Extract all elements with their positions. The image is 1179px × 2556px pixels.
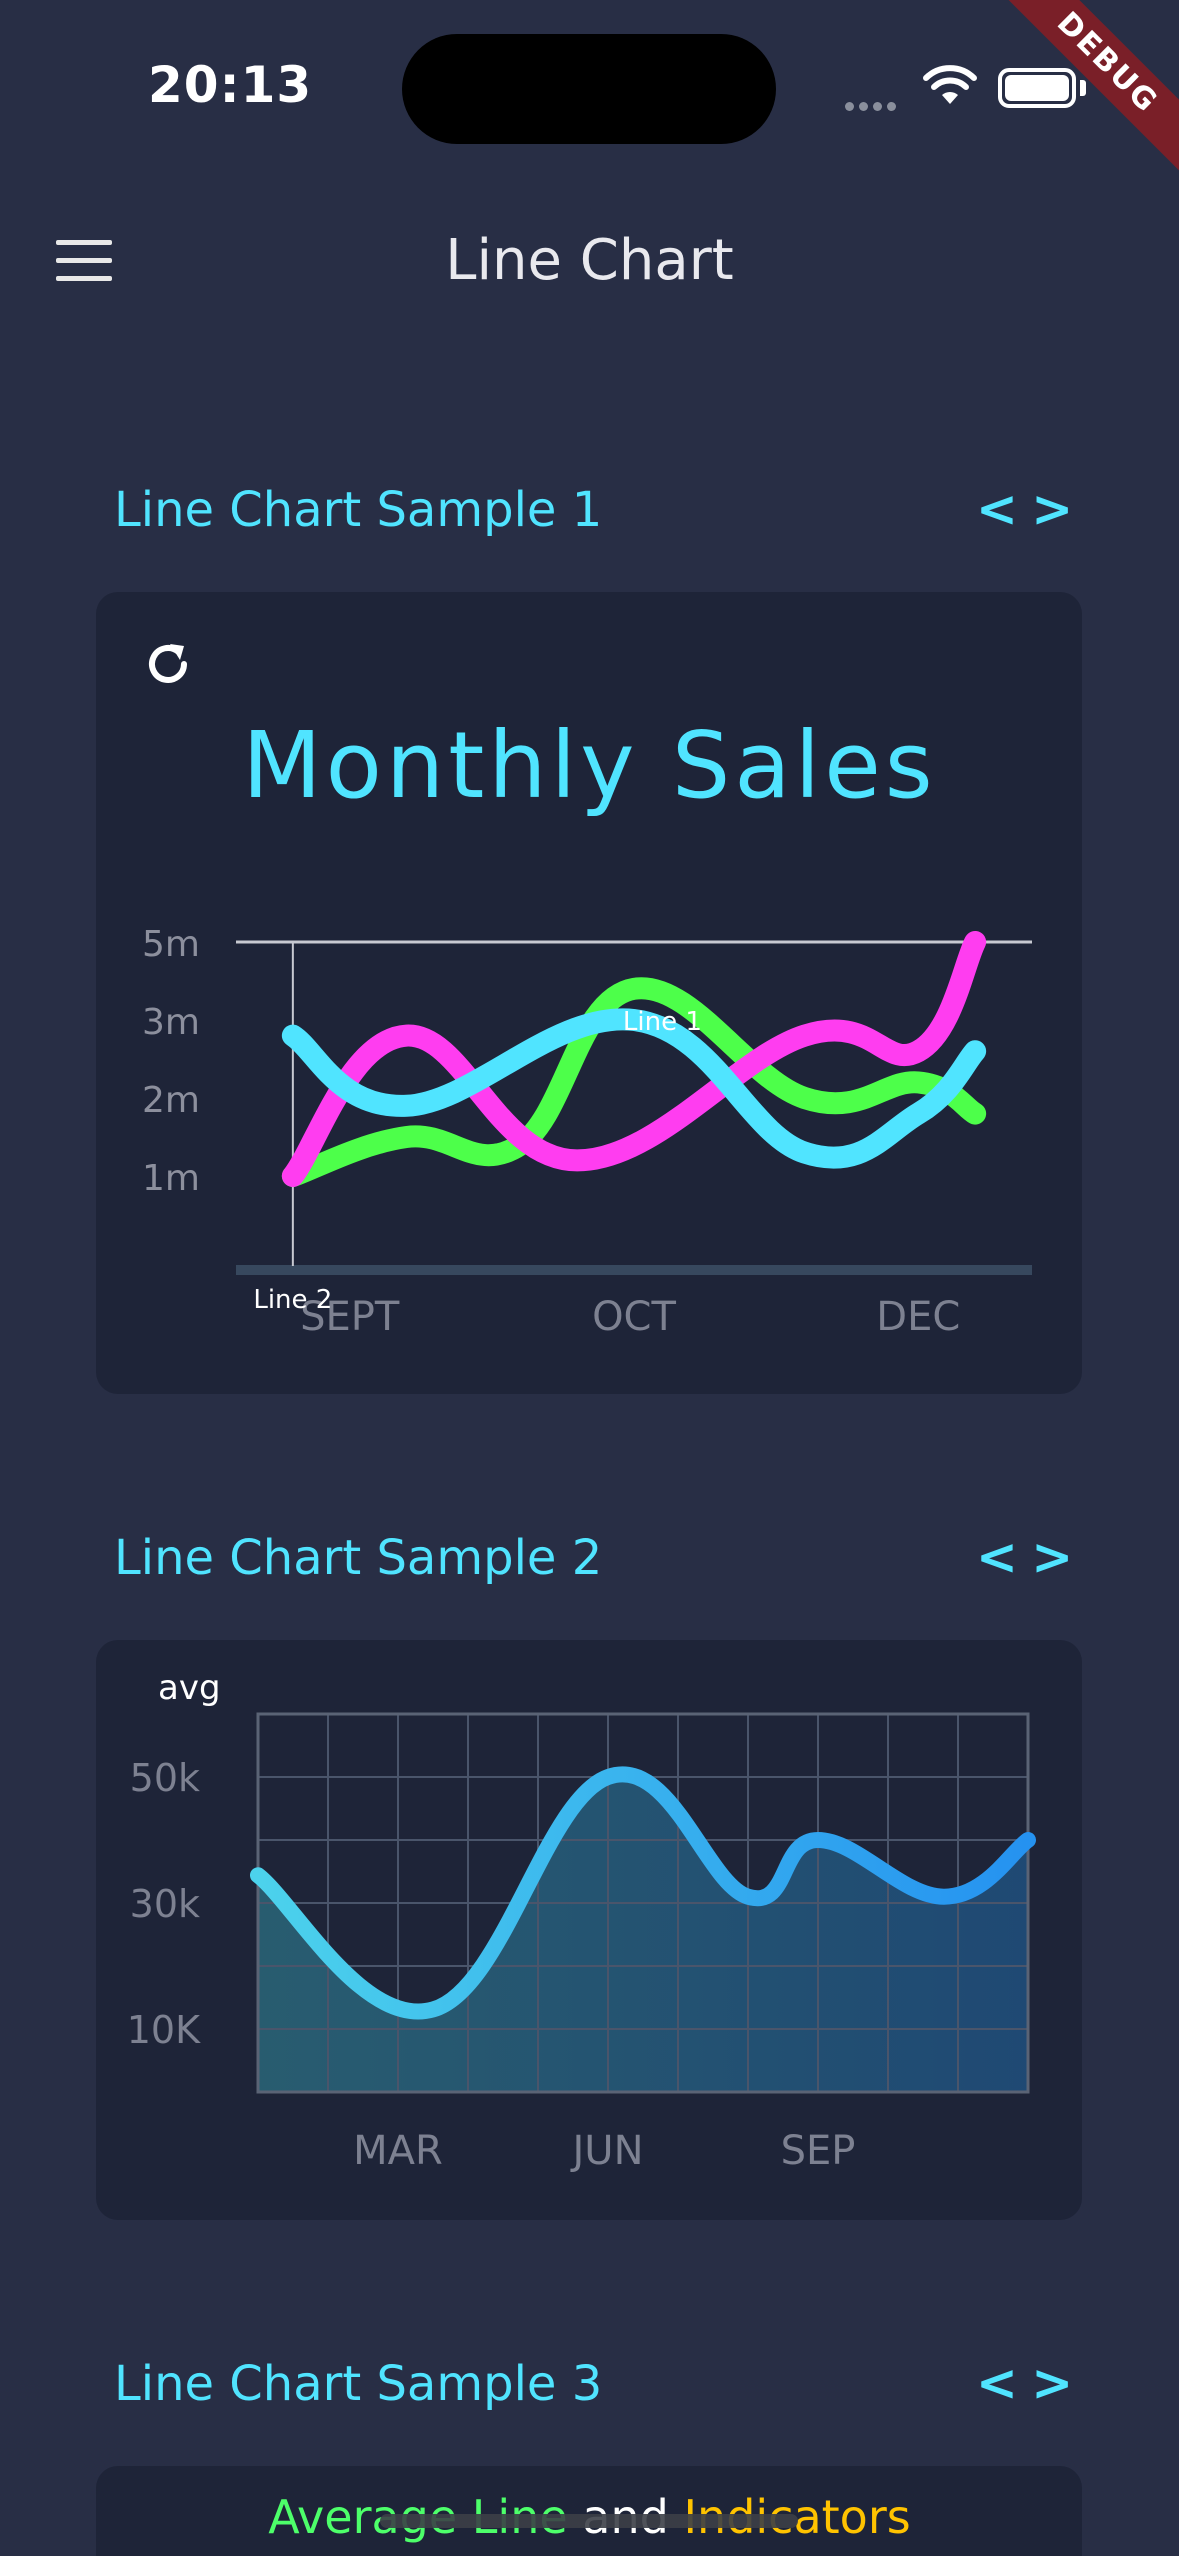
y-tick-label: 2m <box>142 1080 200 1121</box>
x-tick-label: SEP <box>781 2128 856 2174</box>
dynamic-island <box>402 34 776 144</box>
y-tick-label: 10K <box>127 2008 201 2052</box>
y-tick-label: 30k <box>130 1882 200 1926</box>
section-title-2: Line Chart Sample 2 <box>114 1530 603 1586</box>
home-indicator <box>380 2514 798 2528</box>
battery-cap <box>1080 80 1086 96</box>
refresh-icon[interactable] <box>140 636 196 692</box>
x-tick-label: DEC <box>876 1294 960 1340</box>
series-line-2 <box>281 931 987 1187</box>
code-icon[interactable]: < > <box>976 480 1073 538</box>
y-axis-title: avg <box>158 1668 221 1708</box>
chart-2-svg: 10K 30k 50k MAR JUN SEP <box>127 1712 1036 2174</box>
y-tick-label: 5m <box>142 924 200 965</box>
signal-icon <box>845 96 905 111</box>
tooltip-line-2: Line 2 <box>253 1285 332 1315</box>
plot-border <box>256 1712 1030 2094</box>
y-tick-label: 50k <box>130 1756 200 1800</box>
app-title: Line Chart <box>445 228 734 293</box>
battery-icon <box>998 68 1076 108</box>
series-line <box>250 1766 1036 2020</box>
y-tick-label: 1m <box>142 1158 200 1199</box>
y-tick-label: 3m <box>142 1002 200 1043</box>
code-icon[interactable]: < > <box>976 1528 1073 1586</box>
hamburger-menu-icon[interactable] <box>56 240 112 284</box>
x-tick-label: SEPT <box>300 1294 400 1340</box>
chart-card-1 <box>96 592 1082 1394</box>
area-fill <box>258 1774 1028 2092</box>
section-title-3: Line Chart Sample 3 <box>114 2356 603 2412</box>
chart-1-svg: 1m 2m 3m 5m SEPT OCT DEC Line 1 Line 2 <box>142 924 1032 1340</box>
x-tick-label: MAR <box>353 2128 443 2174</box>
x-tick-label: JUN <box>570 2128 644 2174</box>
tooltip-line-1: Line 1 <box>623 1007 702 1037</box>
wifi-icon <box>923 65 977 104</box>
section-title-1: Line Chart Sample 1 <box>114 482 603 538</box>
series-line-3 <box>281 1008 987 1169</box>
series-line-1 <box>281 977 987 1187</box>
x-tick-label: OCT <box>592 1294 676 1340</box>
status-time: 20:13 <box>148 56 313 114</box>
chart-card-3 <box>96 2466 1082 2556</box>
chart-title: Monthly Sales <box>242 712 937 819</box>
code-icon[interactable]: < > <box>976 2354 1073 2412</box>
